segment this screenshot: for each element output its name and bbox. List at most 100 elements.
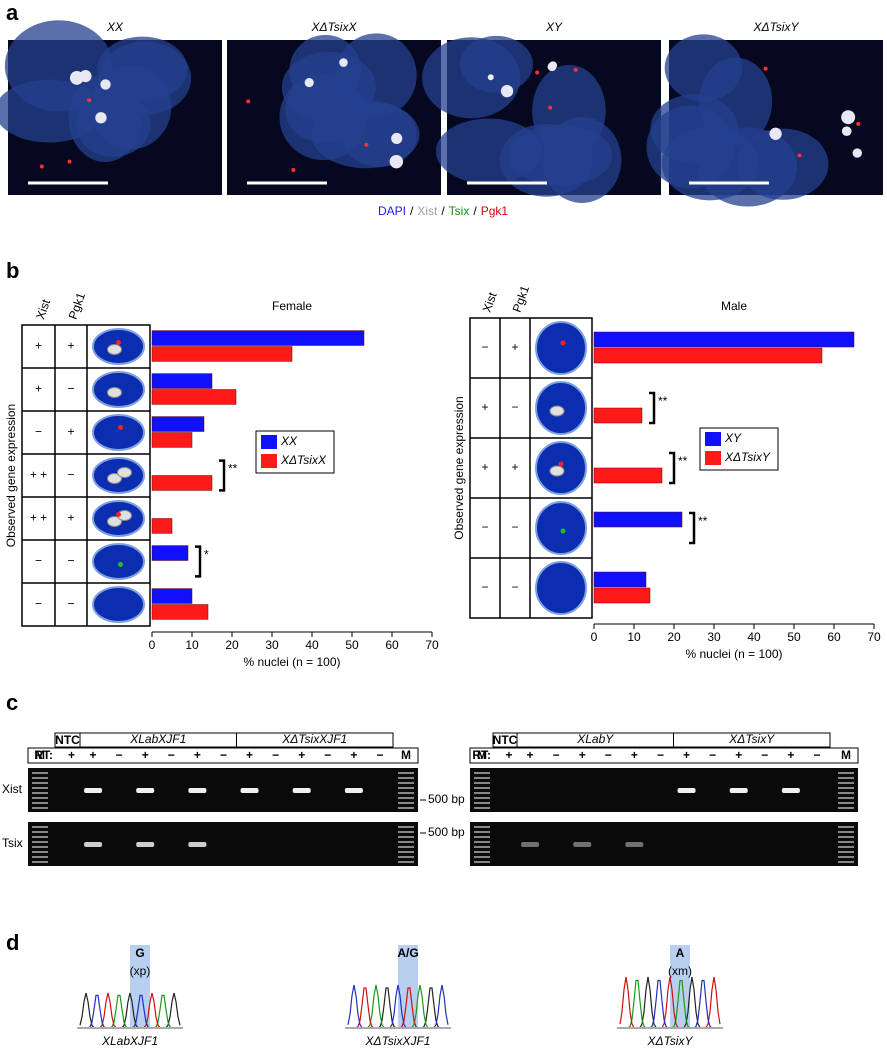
significance: ** (678, 454, 688, 468)
expression-sign: − (511, 580, 518, 594)
ladder-band (838, 782, 854, 784)
bar (593, 347, 823, 364)
lane-sign: − (709, 748, 716, 762)
ladder-band (398, 841, 414, 843)
nucleus-icon (535, 321, 587, 375)
nucleus (508, 124, 613, 187)
xist-spot (79, 70, 92, 83)
expression-sign: − (35, 597, 42, 611)
ladder-band (474, 772, 490, 774)
bar (593, 587, 651, 604)
column-header: Xist (33, 297, 53, 321)
expression-sign: + + (30, 511, 47, 525)
ladder-band (398, 831, 414, 833)
column-header: Pgk1 (66, 290, 89, 321)
nucleus-icon (535, 561, 587, 615)
xist-spot (391, 132, 403, 145)
legend-label: XΔTsixY (724, 450, 771, 464)
ladder-band (474, 841, 490, 843)
xist-spot (841, 110, 856, 125)
x-tick-label: 50 (787, 630, 801, 644)
panel-label: c (6, 690, 18, 715)
xist-spot (304, 78, 314, 88)
marker-lane: M (35, 748, 45, 762)
ladder-band (32, 836, 48, 838)
ladder-band (398, 777, 414, 779)
ladder-band (838, 846, 854, 848)
micrograph (227, 33, 441, 195)
bar (151, 475, 213, 491)
base-call: G (135, 946, 144, 960)
lane-row (27, 747, 419, 764)
size-marker: 500 bp (428, 825, 465, 839)
lane-sign: + (350, 748, 357, 762)
ladder-band (398, 846, 414, 848)
group-label: XLabY (576, 732, 614, 746)
expression-sign: − (67, 554, 74, 568)
lane-sign: + (68, 748, 75, 762)
pgk1-spot (39, 164, 44, 169)
ladder-band (838, 802, 854, 804)
pgk1-dot (558, 461, 564, 467)
xist-cloud (107, 344, 122, 355)
ladder-band (474, 802, 490, 804)
bar (593, 331, 855, 348)
expression-sign: − (481, 520, 488, 534)
xist-spot (841, 126, 852, 137)
rt-label: RT: (34, 748, 53, 762)
significance-bracket (219, 459, 226, 492)
x-tick-label: 60 (827, 630, 841, 644)
stain-name: Xist (417, 204, 438, 218)
x-tick-label: 70 (425, 638, 439, 652)
ladder-band (398, 807, 414, 809)
pgk1-dot (116, 512, 121, 517)
tsix-dot (118, 562, 123, 567)
lane-sign: + (246, 748, 253, 762)
ladder-band (32, 772, 48, 774)
ladder-band (32, 861, 48, 863)
nucleus (459, 35, 533, 93)
pcr-band (729, 788, 748, 793)
image-title: XΔTsixX (311, 20, 358, 34)
ladder-band (398, 787, 414, 789)
ladder-band (474, 856, 490, 858)
lane-sign: + (90, 748, 97, 762)
x-tick-label: 10 (627, 630, 641, 644)
y-axis-label: Observed gene expression (4, 404, 18, 547)
x-tick-label: 50 (345, 638, 359, 652)
xist-spot (852, 148, 862, 158)
column-header: Xist (480, 290, 500, 314)
x-tick-label: 0 (149, 638, 156, 652)
nucleus (661, 126, 759, 201)
size-marker: 500 bp (428, 792, 465, 806)
lane-sign: + (194, 748, 201, 762)
lane-row (469, 747, 859, 764)
legend-swatch (705, 432, 721, 446)
ladder-band (398, 792, 414, 794)
pgk1-spot (535, 70, 540, 75)
ladder-band (838, 797, 854, 799)
pcr-band (84, 842, 103, 847)
x-tick-label: 0 (591, 630, 598, 644)
significance: ** (658, 394, 668, 408)
genotype-label: XΔTsixY (647, 1034, 694, 1048)
chart-title: Female (272, 299, 312, 313)
ladder-band (32, 826, 48, 828)
bar (593, 571, 647, 588)
pgk1-dot (118, 425, 123, 430)
genotype-label: XΔTsixXJF1 (365, 1034, 431, 1048)
micrograph (646, 34, 883, 207)
lane-sign: + (298, 748, 305, 762)
significance-bracket (669, 451, 676, 485)
group-label: XΔTsixXJF1 (281, 732, 347, 746)
expression-sign: − (67, 382, 74, 396)
pgk1-spot (856, 121, 861, 126)
significance: ** (228, 462, 238, 476)
legend-label: XΔTsixX (280, 453, 327, 467)
base-call: A/G (397, 946, 418, 960)
ladder-band (32, 841, 48, 843)
pcr-band (136, 842, 155, 847)
stain-legend: DAPI / Xist / Tsix / Pgk1 (378, 204, 508, 218)
xist-spot (389, 154, 404, 169)
